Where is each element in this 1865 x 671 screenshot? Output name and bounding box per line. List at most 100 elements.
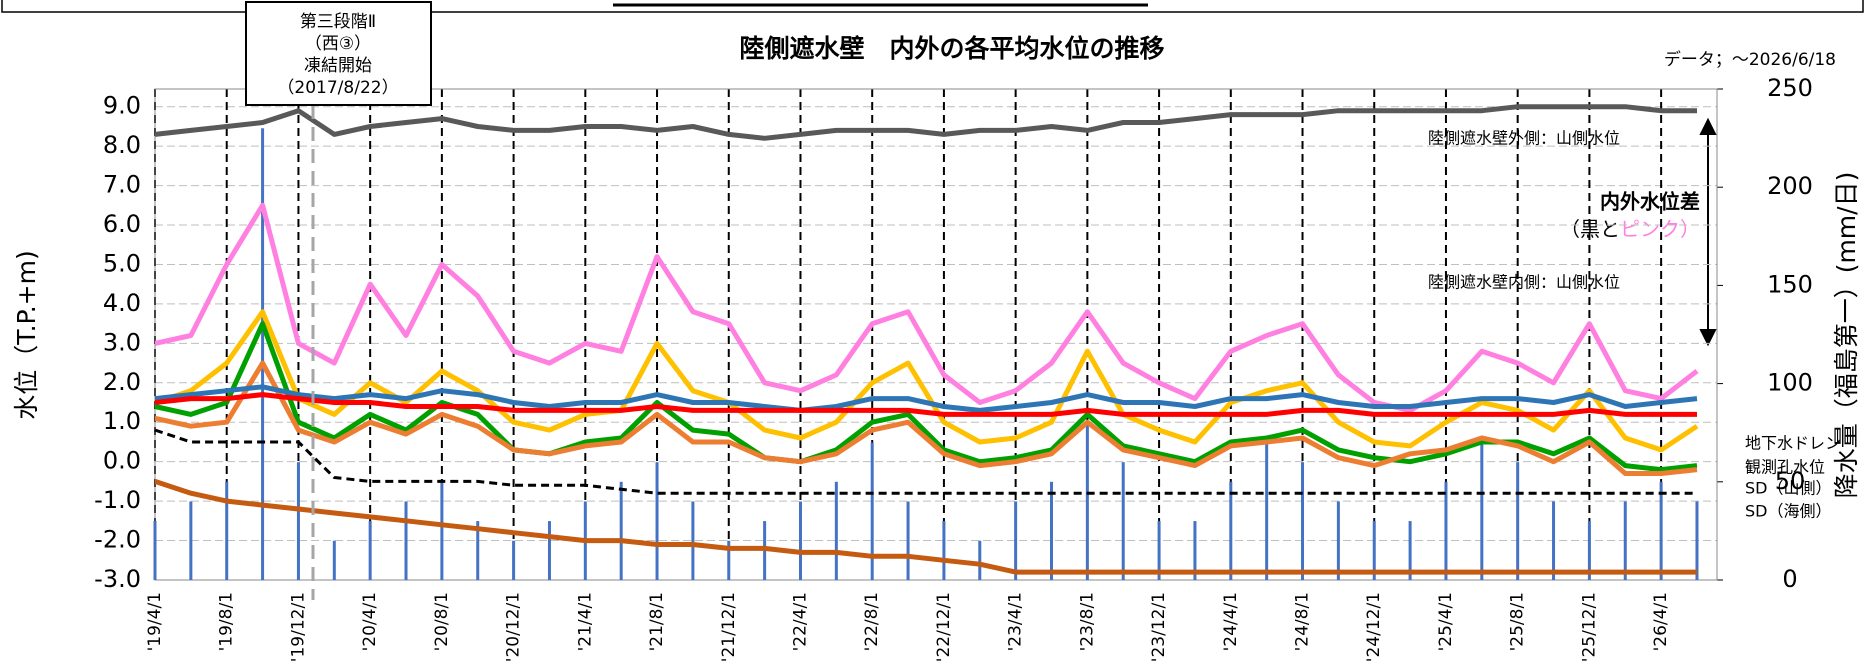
rain-bar bbox=[296, 462, 300, 580]
annotation-text: （2017/8/22） bbox=[277, 78, 398, 98]
rain-bar bbox=[1336, 501, 1340, 580]
y-tick-label: 6.0 bbox=[103, 210, 141, 238]
rain-bar bbox=[1587, 521, 1591, 580]
y-tick-label: -2.0 bbox=[94, 526, 141, 554]
y2-tick-label: 200 bbox=[1767, 172, 1813, 200]
x-tick-label: '25/8/1 bbox=[1508, 592, 1528, 651]
rain-bar bbox=[512, 540, 516, 580]
series-line bbox=[154, 428, 1697, 495]
annotation-text: （西③） bbox=[305, 34, 371, 54]
rain-bar bbox=[727, 540, 731, 580]
rain-bar bbox=[1408, 521, 1412, 580]
series-label: SD（山側） bbox=[1745, 479, 1831, 498]
annotation-text: 第三段階Ⅱ bbox=[300, 12, 376, 32]
series-label: 陸側遮水壁内側：山側水位 bbox=[1428, 273, 1620, 292]
y2-tick-label: 250 bbox=[1767, 74, 1813, 102]
series-label: 陸側遮水壁外側：山側水位 bbox=[1428, 129, 1620, 148]
y-tick-label: 4.0 bbox=[103, 289, 141, 317]
rain-bar bbox=[1372, 521, 1376, 580]
rain-bar bbox=[655, 462, 659, 580]
chart-title: 陸側遮水壁 内外の各平均水位の推移 bbox=[739, 34, 1164, 63]
rain-bar bbox=[153, 521, 157, 580]
annotation-box bbox=[245, 1, 432, 106]
rain-bar bbox=[261, 128, 265, 580]
rain-bar bbox=[1516, 462, 1520, 580]
y-axis-label: 水位（T.P.+m) bbox=[12, 250, 41, 419]
x-tick-label: '21/4/1 bbox=[575, 592, 595, 651]
rain-bar bbox=[691, 501, 695, 580]
series-label: SD（海側） bbox=[1745, 502, 1831, 521]
rain-bar bbox=[332, 540, 336, 580]
series-line bbox=[154, 384, 1698, 413]
diff-arrow bbox=[1699, 117, 1717, 347]
y2-tick-label: 150 bbox=[1767, 270, 1813, 298]
rain-bar bbox=[404, 501, 408, 580]
annotation-text: 凍結開始 bbox=[304, 56, 372, 76]
rain-bar bbox=[1229, 481, 1233, 580]
x-tick-label: '23/12/1 bbox=[1149, 592, 1169, 662]
rain-bar bbox=[1552, 501, 1556, 580]
x-tick-label: '19/12/1 bbox=[288, 592, 308, 662]
y2-axis-label: 降水量（福島第一）(mm/日) bbox=[1832, 172, 1861, 499]
rain-bar bbox=[619, 481, 623, 580]
y-tick-label: 2.0 bbox=[103, 368, 141, 396]
y-tick-label: 7.0 bbox=[103, 171, 141, 199]
rain-bar bbox=[1623, 501, 1627, 580]
rain-bar bbox=[1121, 462, 1125, 580]
rain-bar bbox=[1157, 521, 1161, 580]
series-line bbox=[154, 202, 1699, 413]
diff-sub-pink: ピンク） bbox=[1620, 217, 1700, 241]
x-tick-label: '22/12/1 bbox=[934, 592, 954, 662]
rain-bar bbox=[225, 481, 229, 580]
rain-bar bbox=[1301, 462, 1305, 580]
rain-bar bbox=[1695, 501, 1699, 580]
y2-tick-label: 100 bbox=[1767, 369, 1813, 397]
y2-tick-label: 0 bbox=[1782, 565, 1797, 593]
rain-bar bbox=[834, 481, 838, 580]
y-tick-label: 5.0 bbox=[103, 249, 141, 277]
x-tick-label: '26/4/1 bbox=[1651, 592, 1671, 651]
y-tick-label: -3.0 bbox=[94, 565, 141, 593]
rain-bar bbox=[906, 501, 910, 580]
rain-bar bbox=[870, 442, 874, 580]
frame bbox=[1, 0, 1864, 13]
y2-tick-label: 50 bbox=[1775, 467, 1806, 495]
series-line bbox=[154, 104, 1697, 141]
rain-bar bbox=[368, 521, 372, 580]
rain-bar bbox=[1265, 442, 1269, 580]
x-tick-label: '22/4/1 bbox=[790, 592, 810, 651]
series-line bbox=[154, 392, 1697, 417]
rain-bar bbox=[1480, 442, 1484, 580]
rain-bar bbox=[942, 521, 946, 580]
rain-bar bbox=[978, 540, 982, 580]
y-tick-label: 0.0 bbox=[103, 447, 141, 475]
x-tick-label: '23/4/1 bbox=[1006, 592, 1026, 651]
x-tick-label: '24/12/1 bbox=[1364, 592, 1384, 662]
x-tick-label: '24/4/1 bbox=[1221, 592, 1241, 651]
plot-area bbox=[154, 88, 1718, 581]
x-tick-label: '25/4/1 bbox=[1436, 592, 1456, 651]
x-tick-label: '21/12/1 bbox=[719, 592, 739, 662]
x-tick-label: '25/12/1 bbox=[1579, 592, 1599, 662]
rain-bar bbox=[1193, 521, 1197, 580]
rain-bar bbox=[1659, 481, 1663, 580]
subtitle: データ；～2026/6/18 bbox=[1664, 49, 1836, 70]
series-line bbox=[154, 479, 1697, 575]
x-tick-label: '22/8/1 bbox=[862, 592, 882, 651]
rain-bar bbox=[1050, 481, 1053, 580]
y-tick-label: 1.0 bbox=[103, 407, 141, 435]
x-tick-label: '23/8/1 bbox=[1077, 592, 1097, 651]
diff-sub: （黒とピンク） bbox=[1560, 217, 1700, 241]
rain-bar bbox=[476, 521, 480, 580]
rain-bar bbox=[1444, 481, 1448, 580]
y-tick-label: -1.0 bbox=[94, 486, 141, 514]
y-tick-label: 8.0 bbox=[103, 131, 141, 159]
series-label: 観測孔水位 bbox=[1745, 458, 1825, 477]
rain-bar bbox=[189, 501, 193, 580]
x-tick-label: '24/8/1 bbox=[1293, 592, 1313, 651]
x-tick-label: '19/8/1 bbox=[217, 592, 237, 651]
series-label: 地下水ドレン bbox=[1745, 434, 1841, 453]
series-line bbox=[154, 360, 1698, 476]
x-tick-label: '20/12/1 bbox=[504, 592, 524, 662]
